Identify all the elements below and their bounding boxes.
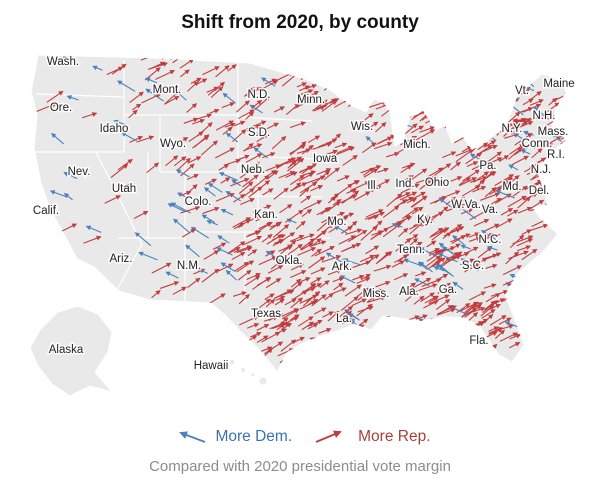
state-label: La. — [336, 313, 352, 325]
state-label: Ala. — [399, 286, 419, 298]
legend-rep-label: More Rep. — [358, 428, 431, 445]
state-label: N.H. — [533, 110, 556, 122]
state-label: Wyo. — [160, 138, 186, 150]
state-label: Ohio — [425, 177, 449, 189]
state-labels-layer: Wash. Ore. Idaho Mont. Wyo. Nev. Utah Calif. Ari… — [31, 55, 576, 374]
state-label: Ky. — [417, 214, 433, 226]
state-label: Ariz. — [110, 253, 133, 265]
rep-arrow-icon — [315, 430, 342, 443]
state-label: N.C. — [479, 234, 502, 246]
state-label: Mo. — [327, 216, 346, 228]
state-label: Ark. — [332, 261, 352, 273]
state-label: W.Va. — [451, 199, 481, 211]
state-label: S.D. — [248, 127, 270, 139]
hawaii-shape — [228, 358, 268, 386]
state-label: Kan. — [254, 209, 278, 221]
state-label: Neb. — [241, 164, 265, 176]
legend-dem-label: More Dem. — [215, 428, 293, 445]
state-label: Utah — [112, 183, 136, 195]
state-label: Ill. — [367, 180, 379, 192]
state-label: Mass. — [538, 126, 569, 138]
state-label: Ore. — [50, 102, 72, 114]
state-label: R.I. — [547, 149, 565, 161]
footnote: Compared with 2020 presidential vote mar… — [149, 458, 451, 475]
chart-title: Shift from 2020, by county — [181, 12, 419, 33]
state-label: N.M. — [177, 260, 201, 272]
state-label: N.J. — [531, 164, 551, 176]
state-label: Iowa — [313, 153, 338, 165]
state-label: Tenn. — [397, 244, 425, 256]
state-label: Maine — [543, 78, 574, 90]
state-label: S.C. — [462, 260, 484, 272]
state-label: Pa. — [479, 160, 496, 172]
state-label: Hawaii — [194, 360, 229, 372]
state-label: Idaho — [100, 123, 129, 135]
state-label: N.D. — [248, 89, 271, 101]
state-label: Fla. — [469, 335, 488, 347]
state-label: Minn. — [297, 94, 325, 106]
state-label: Alaska — [49, 344, 84, 356]
state-label: N.Y. — [502, 123, 523, 135]
state-label: Mich. — [403, 139, 430, 151]
state-label: Mont. — [153, 84, 182, 96]
alaska-shape — [29, 305, 114, 397]
state-label: Texas — [251, 308, 281, 320]
state-label: Ind. — [395, 178, 414, 190]
state-label: Okla. — [276, 255, 303, 267]
state-label: Va. — [482, 204, 498, 216]
state-label: Md. — [502, 181, 521, 193]
state-label: Vt. — [515, 85, 529, 97]
state-borders — [33, 60, 330, 303]
state-label: Conn. — [522, 138, 553, 150]
state-label: Colo. — [185, 196, 212, 208]
state-label: Wis. — [351, 121, 373, 133]
legend: More Dem. More Rep. — [0, 424, 600, 450]
state-label: Nev. — [68, 166, 91, 178]
dem-arrow-icon — [179, 431, 206, 443]
state-label: Miss. — [363, 288, 390, 300]
state-label: Calif. — [33, 205, 59, 217]
state-label: Del. — [529, 185, 549, 197]
state-label: Wash. — [47, 56, 79, 68]
state-label: Ga. — [439, 284, 458, 296]
